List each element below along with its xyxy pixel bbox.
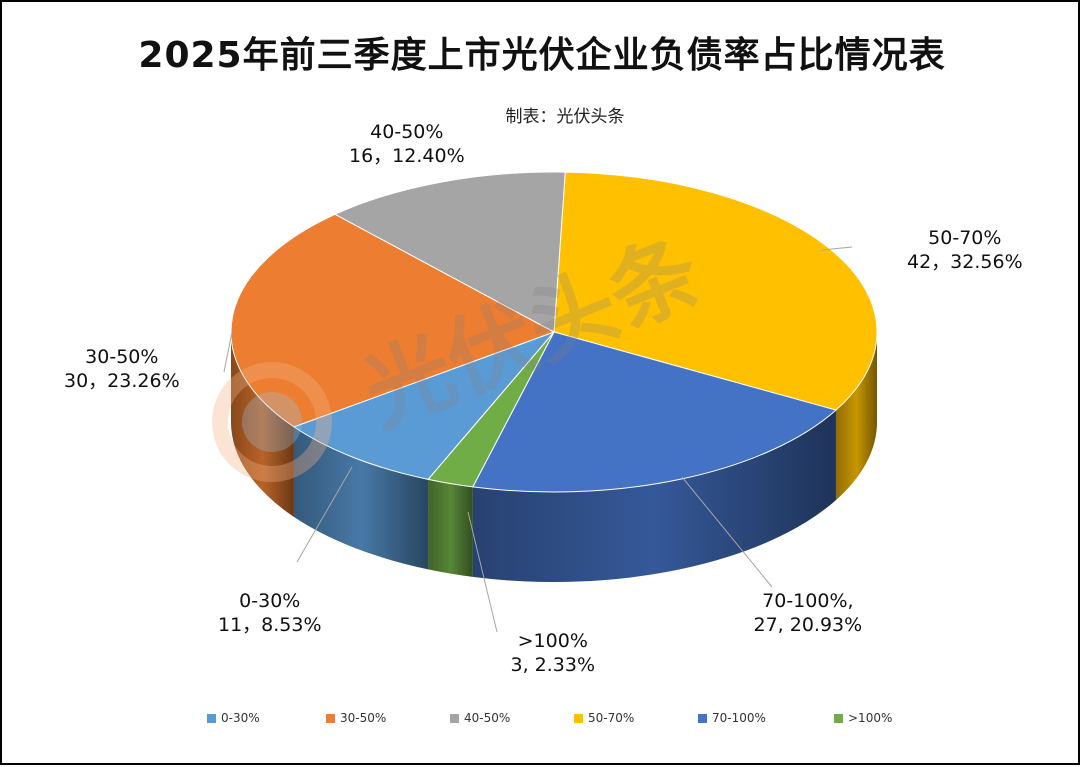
- pie-side-shade-30-50%: [231, 332, 294, 517]
- legend-item-30-50%: 30-50%: [326, 711, 386, 725]
- data-label-value: 42，32.56%: [907, 251, 1023, 273]
- legend-swatch: [207, 713, 216, 723]
- pie-side-shade-0-30%: [293, 426, 429, 570]
- pie-leaders: [223, 246, 853, 633]
- pie-sides: [231, 332, 877, 582]
- legend-label: 70-100%: [712, 711, 766, 725]
- legend-swatch: [450, 713, 459, 723]
- legend-swatch: [574, 713, 583, 723]
- data-label-30-50%: 30-50% 30，23.26%: [64, 345, 180, 393]
- pie-side-shade-70-100%: [472, 410, 836, 582]
- pie-side-shade->100%: [428, 479, 473, 577]
- legend-label: 50-70%: [588, 711, 635, 725]
- chart-subtitle: 制表：光伏头条: [505, 107, 625, 127]
- leader-line-30-50%: [223, 331, 233, 373]
- legend-label: 0-30%: [221, 711, 260, 725]
- data-label-value: 16，12.40%: [349, 145, 465, 167]
- pie-slice-40-50%: [334, 171, 566, 333]
- legend-item-50-70%: 50-70%: [574, 711, 634, 725]
- data-label-value: 27, 20.93%: [753, 614, 863, 636]
- leader-line-50-70%: [821, 246, 853, 251]
- legend-item->100%: >100%: [834, 711, 892, 725]
- legend-item-0-30%: 0-30%: [207, 711, 260, 725]
- watermark-logo-icon-inner: [242, 392, 302, 452]
- data-label-category: >100%: [517, 630, 588, 652]
- data-label-category: 40-50%: [370, 121, 444, 143]
- pie-slice-50-70%: [553, 171, 878, 411]
- pie-slice-70-100%: [472, 331, 837, 493]
- pie-tops: [230, 171, 878, 493]
- chart-title: 2025年前三季度上市光伏企业负债率占比情况表: [138, 35, 946, 76]
- watermark-logo-icon: [212, 362, 332, 482]
- data-label-category: 70-100%,: [762, 590, 854, 612]
- legend-swatch: [326, 713, 335, 723]
- data-label-70-100%: 70-100%, 27, 20.93%: [754, 589, 863, 637]
- leader-line-0-30%: [296, 466, 353, 563]
- pie-slice-30-50%: [230, 213, 556, 428]
- data-label-category: 0-30%: [239, 590, 301, 612]
- legend-swatch: [834, 713, 843, 723]
- pie-slice-0-30%: [292, 330, 556, 480]
- data-label-0-30%: 0-30% 11，8.53%: [218, 589, 322, 637]
- pie-side-shade-50-70%: [835, 332, 877, 501]
- leader-line->100%: [467, 511, 498, 633]
- data-label-value: 11，8.53%: [218, 614, 322, 636]
- legend-swatch: [698, 713, 707, 723]
- legend-item-40-50%: 40-50%: [450, 711, 510, 725]
- legend-item-70-100%: 70-100%: [698, 711, 766, 725]
- leader-line-70-100%: [681, 476, 773, 588]
- legend-label: >100%: [848, 711, 893, 725]
- data-label-category: 30-50%: [85, 346, 159, 368]
- data-label->100%: >100% 3, 2.33%: [511, 629, 596, 677]
- legend-label: 30-50%: [340, 711, 387, 725]
- legend-label: 40-50%: [464, 711, 511, 725]
- data-label-value: 30，23.26%: [64, 370, 180, 392]
- data-label-40-50%: 40-50% 16，12.40%: [349, 120, 465, 168]
- chart-legend: 0-30% 30-50% 40-50% 50-70% 70-100% >100%: [2, 711, 1080, 731]
- data-label-50-70%: 50-70% 42，32.56%: [907, 226, 1023, 274]
- data-label-category: 50-70%: [928, 227, 1002, 249]
- data-label-value: 3, 2.33%: [510, 654, 596, 676]
